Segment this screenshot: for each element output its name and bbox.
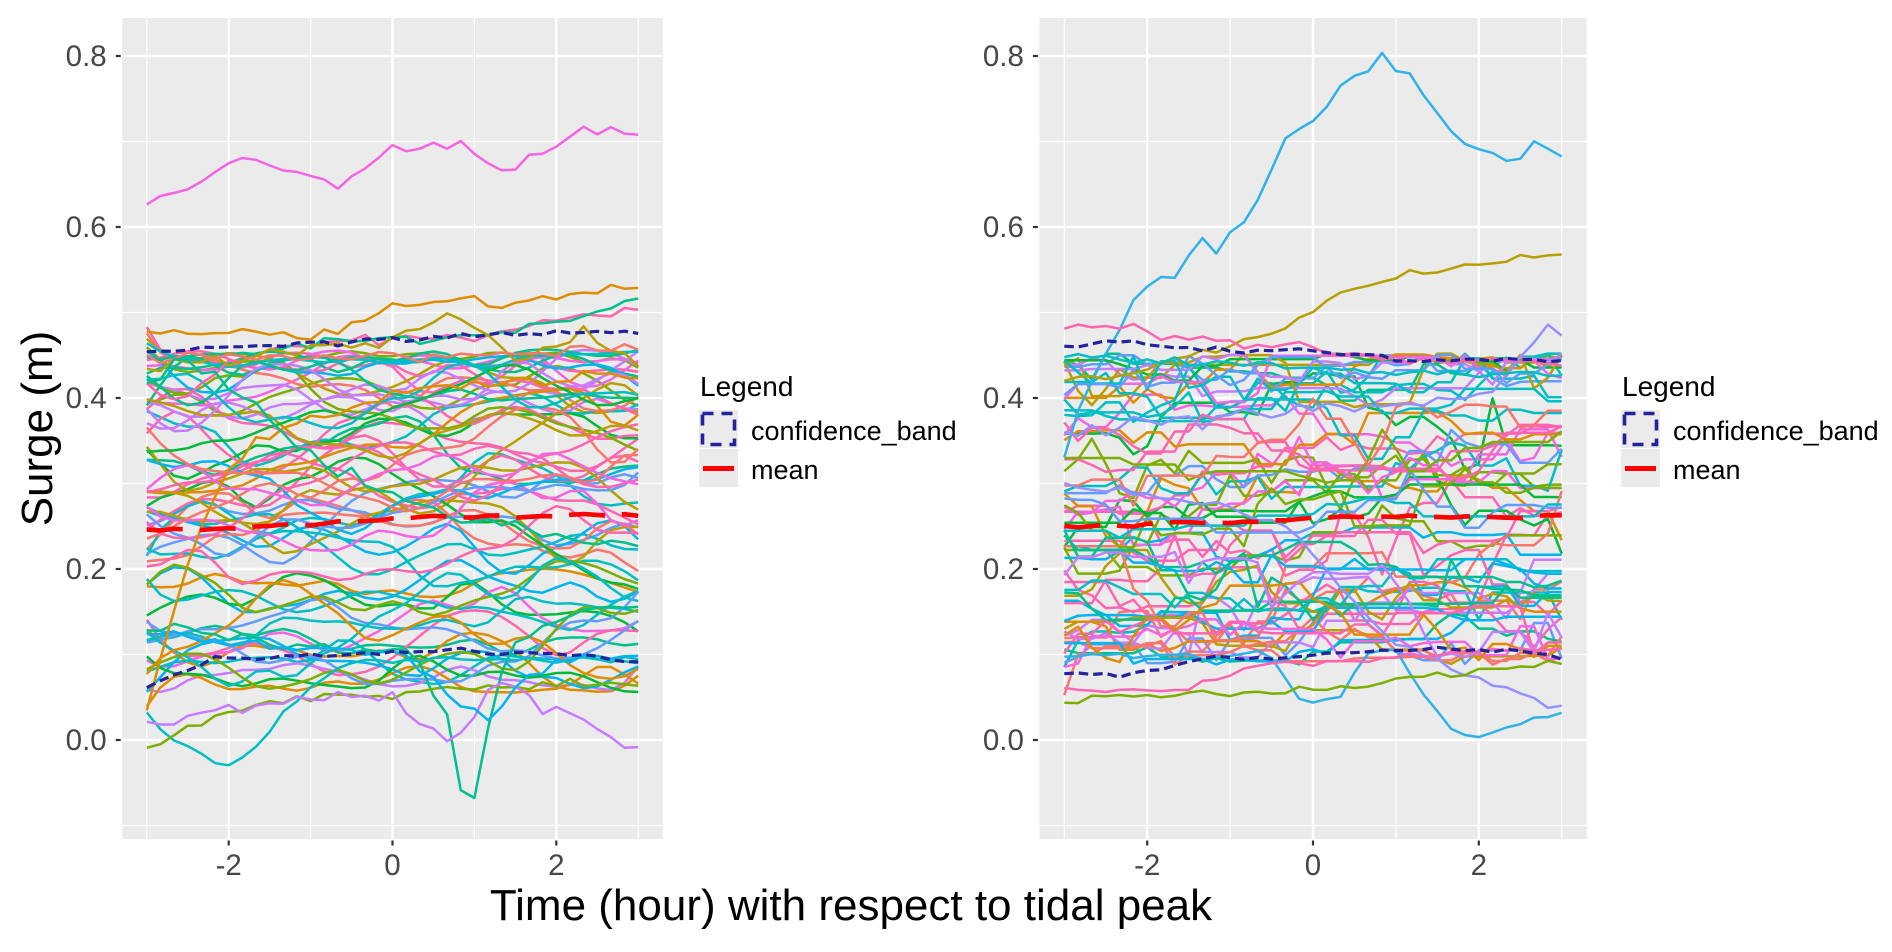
svg-text:Time (hour) with respect to ti: Time (hour) with respect to tidal peak: [490, 881, 1213, 930]
svg-text:confidence_band: confidence_band: [1673, 416, 1879, 446]
svg-text:0.0: 0.0: [983, 724, 1024, 757]
svg-text:confidence_band: confidence_band: [751, 416, 957, 446]
svg-text:0.2: 0.2: [983, 553, 1024, 586]
svg-text:2: 2: [1471, 849, 1487, 882]
svg-text:0.2: 0.2: [66, 553, 107, 586]
svg-text:0.8: 0.8: [983, 40, 1024, 73]
svg-text:0.0: 0.0: [66, 724, 107, 757]
svg-text:0.6: 0.6: [66, 211, 107, 244]
svg-text:0: 0: [384, 849, 400, 882]
svg-text:0: 0: [1305, 849, 1321, 882]
svg-text:-2: -2: [216, 849, 242, 882]
svg-text:Legend: Legend: [700, 371, 793, 402]
svg-text:0.8: 0.8: [66, 40, 107, 73]
svg-text:0.4: 0.4: [66, 382, 107, 415]
svg-text:mean: mean: [1673, 455, 1741, 485]
svg-text:0.6: 0.6: [983, 211, 1024, 244]
svg-text:Surge (m): Surge (m): [13, 331, 62, 527]
svg-text:-2: -2: [1134, 849, 1160, 882]
svg-text:0.4: 0.4: [983, 382, 1024, 415]
svg-text:Legend: Legend: [1622, 371, 1715, 402]
svg-text:mean: mean: [751, 455, 819, 485]
svg-text:2: 2: [548, 849, 564, 882]
